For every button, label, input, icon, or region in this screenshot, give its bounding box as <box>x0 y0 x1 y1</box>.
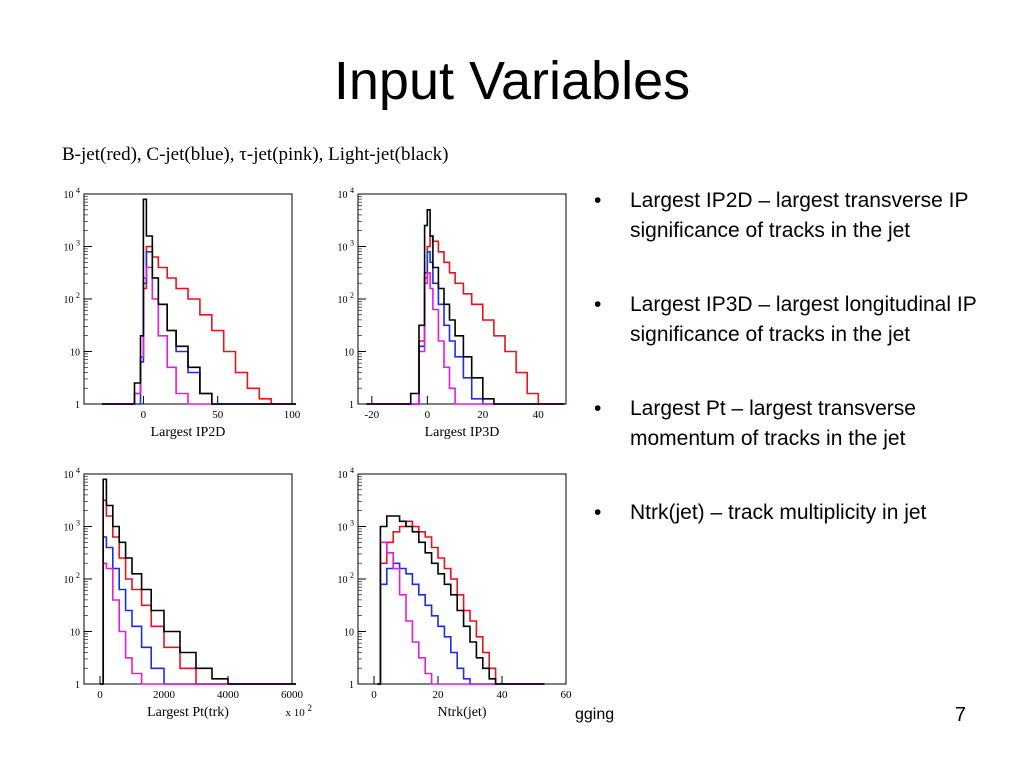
series-light_jet <box>366 209 565 405</box>
y-tick-label: 1 <box>349 400 354 411</box>
y-tick-label: 10 2 <box>64 291 81 306</box>
bullet-marker: • <box>594 293 602 316</box>
chart-largest-pt: 1 10 10 2 10 3 10 4 0 2000 4000 6000 Largest Pt(t… <box>64 466 313 720</box>
x-axis-multiplier: x 10 2 <box>286 703 313 719</box>
series-c_jet <box>377 562 545 685</box>
series-c_jet <box>366 251 565 405</box>
y-tick-label: 10 4 <box>338 466 355 481</box>
series-tau_jet <box>101 266 296 405</box>
y-tick-label: 10 2 <box>338 291 355 306</box>
x-tick-label: 20 <box>477 409 489 421</box>
x-tick-label: 20 <box>433 689 445 701</box>
series-c_jet <box>100 536 296 685</box>
x-tick-label: 0 <box>425 409 431 421</box>
bullet-text: Largest IP2D – largest transverse IP sig… <box>630 189 969 242</box>
bullet-text: Largest Pt – largest transverse momentum… <box>630 397 916 450</box>
y-tick-label: 10 4 <box>64 186 81 201</box>
series-light_jet <box>377 515 545 685</box>
x-tick-label: 6000 <box>281 689 304 701</box>
x-tick-label: 40 <box>533 409 545 421</box>
legend-caption: B-jet(red), C-jet(blue), τ-jet(pink), Li… <box>62 144 449 165</box>
chart-largest-ip3d: 1 10 10 2 10 3 10 4 -20 0 20 40 Largest IP3D <box>338 186 567 440</box>
bullet-list: • Largest IP2D – largest transverse IP si… <box>590 186 1010 572</box>
plot-frame <box>357 473 567 685</box>
series-b_jet <box>100 499 296 685</box>
x-tick-label: 0 <box>141 409 147 421</box>
x-axis-label: Largest Pt(trk) <box>147 705 229 720</box>
bullet-item: • Largest IP2D – largest transverse IP si… <box>590 186 1010 246</box>
bullet-text: Largest IP3D – largest longitudinal IP s… <box>630 293 977 346</box>
y-tick-label: 10 <box>344 628 354 639</box>
series-b_jet <box>377 520 545 685</box>
bullet-text: Ntrk(jet) – track multiplicity in jet <box>630 501 927 524</box>
bullet-item: • Ntrk(jet) – track multiplicity in jet <box>590 498 1010 528</box>
bullet-marker: • <box>594 397 602 420</box>
y-tick-label: 10 <box>70 348 80 359</box>
plot-frame <box>357 193 567 405</box>
series-c_jet <box>101 251 296 405</box>
y-tick-label: 10 2 <box>338 571 355 586</box>
footer-text: gging <box>575 706 615 723</box>
x-tick-label: 4000 <box>217 689 240 701</box>
chart-largest-ip2d: 1 10 10 2 10 3 10 4 0 50 100 Largest IP2D <box>64 186 301 440</box>
x-tick-label: 2000 <box>153 689 176 701</box>
x-tick-label: 0 <box>371 689 377 701</box>
x-tick-label: 100 <box>284 409 301 421</box>
series-b_jet <box>366 235 565 405</box>
x-axis-label: Largest IP2D <box>151 425 226 440</box>
y-tick-label: 10 <box>344 348 354 359</box>
x-tick-label: 60 <box>561 689 573 701</box>
bullet-item: • Largest IP3D – largest longitudinal IP … <box>590 290 1010 350</box>
series-tau_jet <box>366 272 565 405</box>
series-b_jet <box>101 245 296 405</box>
y-tick-label: 10 3 <box>338 239 355 254</box>
series-light_jet <box>101 198 296 405</box>
chart-ntrk-jet: 1 10 10 2 10 3 10 4 0 20 40 60 Ntrk(jet) <box>338 466 573 720</box>
y-tick-label: 10 4 <box>64 466 81 481</box>
y-tick-label: 10 <box>70 628 80 639</box>
series-light_jet <box>100 478 296 685</box>
bullet-item: • Largest Pt – largest transverse momentu… <box>590 394 1010 454</box>
x-axis-label: Ntrk(jet) <box>438 705 487 720</box>
y-tick-label: 10 4 <box>338 186 355 201</box>
x-tick-label: -20 <box>365 409 380 421</box>
y-tick-label: 1 <box>75 400 80 411</box>
y-tick-label: 10 3 <box>64 519 81 534</box>
bullet-marker: • <box>594 189 602 212</box>
page-number: 7 <box>954 704 966 726</box>
series-tau_jet <box>100 562 296 685</box>
y-tick-label: 10 2 <box>64 571 81 586</box>
slide-title: Input Variables <box>333 51 691 111</box>
x-tick-label: 0 <box>97 689 103 701</box>
y-tick-label: 10 3 <box>338 519 355 534</box>
x-tick-label: 40 <box>497 689 509 701</box>
bullet-marker: • <box>594 501 602 524</box>
series-tau_jet <box>377 541 545 685</box>
y-tick-label: 10 3 <box>64 239 81 254</box>
y-tick-label: 1 <box>349 680 354 691</box>
x-tick-label: 50 <box>212 409 224 421</box>
y-tick-label: 1 <box>75 680 80 691</box>
x-axis-label: Largest IP3D <box>425 425 500 440</box>
